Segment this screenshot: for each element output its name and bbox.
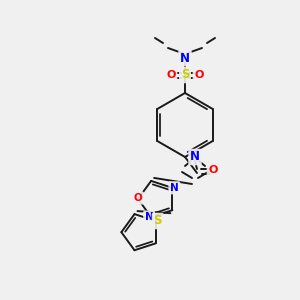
Text: S: S: [154, 214, 162, 227]
Text: N: N: [170, 183, 179, 193]
Text: N: N: [145, 212, 154, 222]
Text: N: N: [180, 52, 190, 64]
Text: O: O: [166, 70, 176, 80]
Text: N: N: [190, 151, 200, 164]
Text: O: O: [134, 193, 142, 203]
Text: O: O: [208, 165, 218, 175]
Text: S: S: [181, 68, 189, 82]
Text: O: O: [194, 70, 204, 80]
